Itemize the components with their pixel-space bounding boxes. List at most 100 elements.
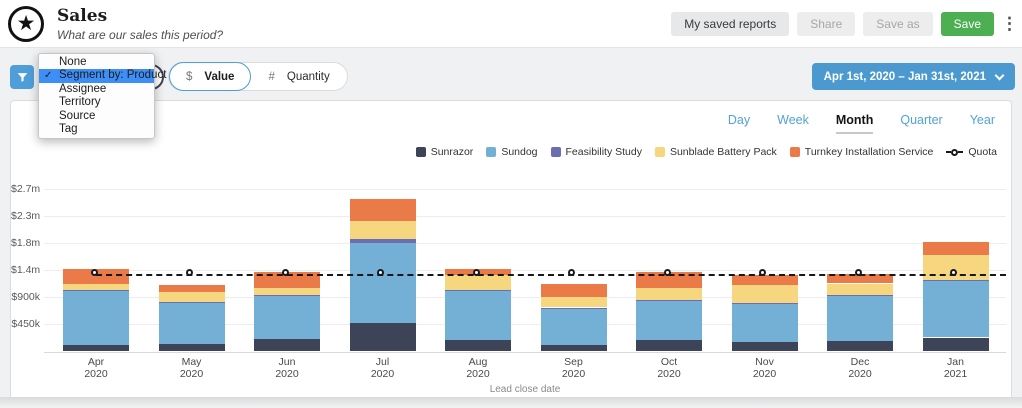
bar-segment-sunblade-battery-pack[interactable] — [445, 275, 511, 290]
bar-segment-sunrazor[interactable] — [445, 340, 511, 351]
bar-segment-feasibility-study[interactable] — [63, 290, 129, 291]
page-subtitle: What are our sales this period? — [57, 28, 223, 42]
filter-button[interactable] — [10, 65, 34, 89]
bar-segment-turnkey-installation-service[interactable] — [923, 242, 989, 255]
page-title: Sales — [57, 6, 107, 26]
chart-card: DayWeekMonthQuarterYear SunrazorSundogFe… — [10, 100, 1012, 400]
dropdown-item-territory[interactable]: Territory — [39, 96, 154, 109]
bar-segment-sunblade-battery-pack[interactable] — [63, 284, 129, 290]
x-axis-label: Aug2020 — [433, 356, 523, 380]
bar-segment-feasibility-study[interactable] — [254, 295, 320, 297]
dropdown-item-tag[interactable]: Tag — [39, 123, 154, 136]
hash-icon: # — [268, 71, 274, 83]
bar-segment-sundog[interactable] — [636, 301, 702, 340]
bar-segment-feasibility-study[interactable] — [350, 239, 416, 242]
bar-segment-feasibility-study[interactable] — [445, 290, 511, 291]
x-axis-label: Sep2020 — [529, 356, 619, 380]
x-axis-line — [44, 352, 1006, 353]
bar-segment-sunblade-battery-pack[interactable] — [541, 297, 607, 308]
save-button[interactable]: Save — [941, 12, 994, 36]
bar-segment-sunrazor[interactable] — [732, 342, 798, 351]
quota-line — [96, 274, 1006, 276]
bar-segment-sunrazor[interactable] — [63, 345, 129, 351]
bar-segment-sundog[interactable] — [923, 281, 989, 337]
bar-segment-turnkey-installation-service[interactable] — [159, 285, 225, 292]
dropdown-item-segment-by-product[interactable]: ✓Segment by: Product — [39, 69, 154, 82]
quota-marker — [855, 269, 862, 276]
bar-segment-sundog[interactable] — [63, 291, 129, 345]
quantity-toggle-option[interactable]: # Quantity — [251, 62, 346, 91]
dropdown-item-assignee[interactable]: Assignee — [39, 83, 154, 96]
bar-segment-sunrazor[interactable] — [923, 338, 989, 352]
segment-by-dropdown: None✓Segment by: ProductAssigneeTerritor… — [38, 53, 155, 139]
dropdown-item-label: Source — [59, 110, 95, 122]
bar-segment-sundog[interactable] — [445, 291, 511, 340]
bar-segment-feasibility-study[interactable] — [636, 300, 702, 301]
value-toggle-label: Value — [204, 71, 234, 83]
save-as-button[interactable]: Save as — [863, 12, 932, 36]
x-axis-label: Nov2020 — [720, 356, 810, 380]
chevron-down-icon — [995, 70, 1005, 80]
bar-segment-sundog[interactable] — [159, 303, 225, 344]
my-saved-reports-button[interactable]: My saved reports — [671, 12, 789, 36]
y-axis-tick-label: $2.3m — [11, 210, 40, 222]
bar-segment-feasibility-study[interactable] — [541, 308, 607, 309]
dropdown-item-label: None — [59, 56, 87, 68]
date-range-label: Apr 1st, 2020 – Jan 31st, 2021 — [824, 71, 986, 83]
bar-segment-feasibility-study[interactable] — [159, 302, 225, 303]
bar-segment-sunrazor[interactable] — [636, 340, 702, 351]
dropdown-item-none[interactable]: None — [39, 56, 154, 69]
bar-segment-sundog[interactable] — [827, 296, 893, 341]
bar-segment-sunblade-battery-pack[interactable] — [254, 288, 320, 295]
x-axis-label: May2020 — [147, 356, 237, 380]
bar-segment-feasibility-study[interactable] — [923, 280, 989, 281]
bar-segment-sundog[interactable] — [254, 296, 320, 339]
bottom-scroll-shadow — [0, 397, 1022, 408]
x-axis-label: Jan2021 — [911, 356, 1001, 380]
bar-segment-sunblade-battery-pack[interactable] — [636, 288, 702, 300]
bar-segment-sunblade-battery-pack[interactable] — [827, 284, 893, 295]
checkmark-icon: ✓ — [44, 69, 52, 82]
header-actions: My saved reports Share Save as Save — [671, 12, 994, 36]
quota-marker — [91, 269, 98, 276]
bar-segment-sunrazor[interactable] — [541, 345, 607, 351]
bar-segment-feasibility-study[interactable] — [827, 295, 893, 296]
bar-segment-sunrazor[interactable] — [159, 344, 225, 351]
quota-marker — [664, 269, 671, 276]
bar-segment-sundog[interactable] — [732, 304, 798, 342]
x-axis-label: Jun2020 — [242, 356, 332, 380]
app-header: ★ Sales What are our sales this period? … — [0, 0, 1022, 48]
y-axis-tick-label: $1.8m — [11, 237, 40, 249]
dropdown-item-label: Assignee — [59, 83, 106, 95]
share-button[interactable]: Share — [797, 12, 855, 36]
bar-segment-feasibility-study[interactable] — [732, 303, 798, 304]
bar-segment-sundog[interactable] — [350, 243, 416, 324]
y-axis-tick-label: $450k — [11, 318, 40, 330]
bar-segment-sunblade-battery-pack[interactable] — [159, 292, 225, 302]
bar-segment-sunrazor[interactable] — [254, 339, 320, 351]
dropdown-item-source[interactable]: Source — [39, 110, 154, 123]
quota-marker — [473, 269, 480, 276]
dropdown-item-label: Tag — [59, 123, 78, 135]
bar-segment-sunblade-battery-pack[interactable] — [350, 221, 416, 240]
bar-segment-sunblade-battery-pack[interactable] — [732, 285, 798, 303]
value-toggle-option[interactable]: $ Value — [169, 62, 251, 91]
dropdown-item-label: Territory — [59, 96, 101, 108]
bar-segment-sunblade-battery-pack[interactable] — [923, 255, 989, 280]
bar-segment-turnkey-installation-service[interactable] — [732, 275, 798, 285]
y-gridline — [44, 216, 1006, 217]
bar-segment-turnkey-installation-service[interactable] — [350, 199, 416, 221]
y-axis-tick-label: $900k — [11, 291, 40, 303]
bar-segment-sundog[interactable] — [541, 308, 607, 345]
bar-segment-sunrazor[interactable] — [350, 323, 416, 351]
app-logo-icon: ★ — [8, 6, 44, 42]
star-icon: ★ — [17, 13, 36, 34]
value-quantity-toggle: $ Value # Quantity — [168, 62, 348, 91]
bar-segment-turnkey-installation-service[interactable] — [541, 284, 607, 297]
x-axis-label: Dec2020 — [815, 356, 905, 380]
plot-area: $450k$900k$1.4m$1.8m$2.3m$2.7mApr2020May… — [11, 101, 1012, 400]
y-gridline — [44, 189, 1006, 190]
bar-segment-sunrazor[interactable] — [827, 341, 893, 351]
more-options-icon[interactable]: ⋮ — [1001, 14, 1018, 34]
date-range-picker[interactable]: Apr 1st, 2020 – Jan 31st, 2021 — [812, 63, 1015, 90]
